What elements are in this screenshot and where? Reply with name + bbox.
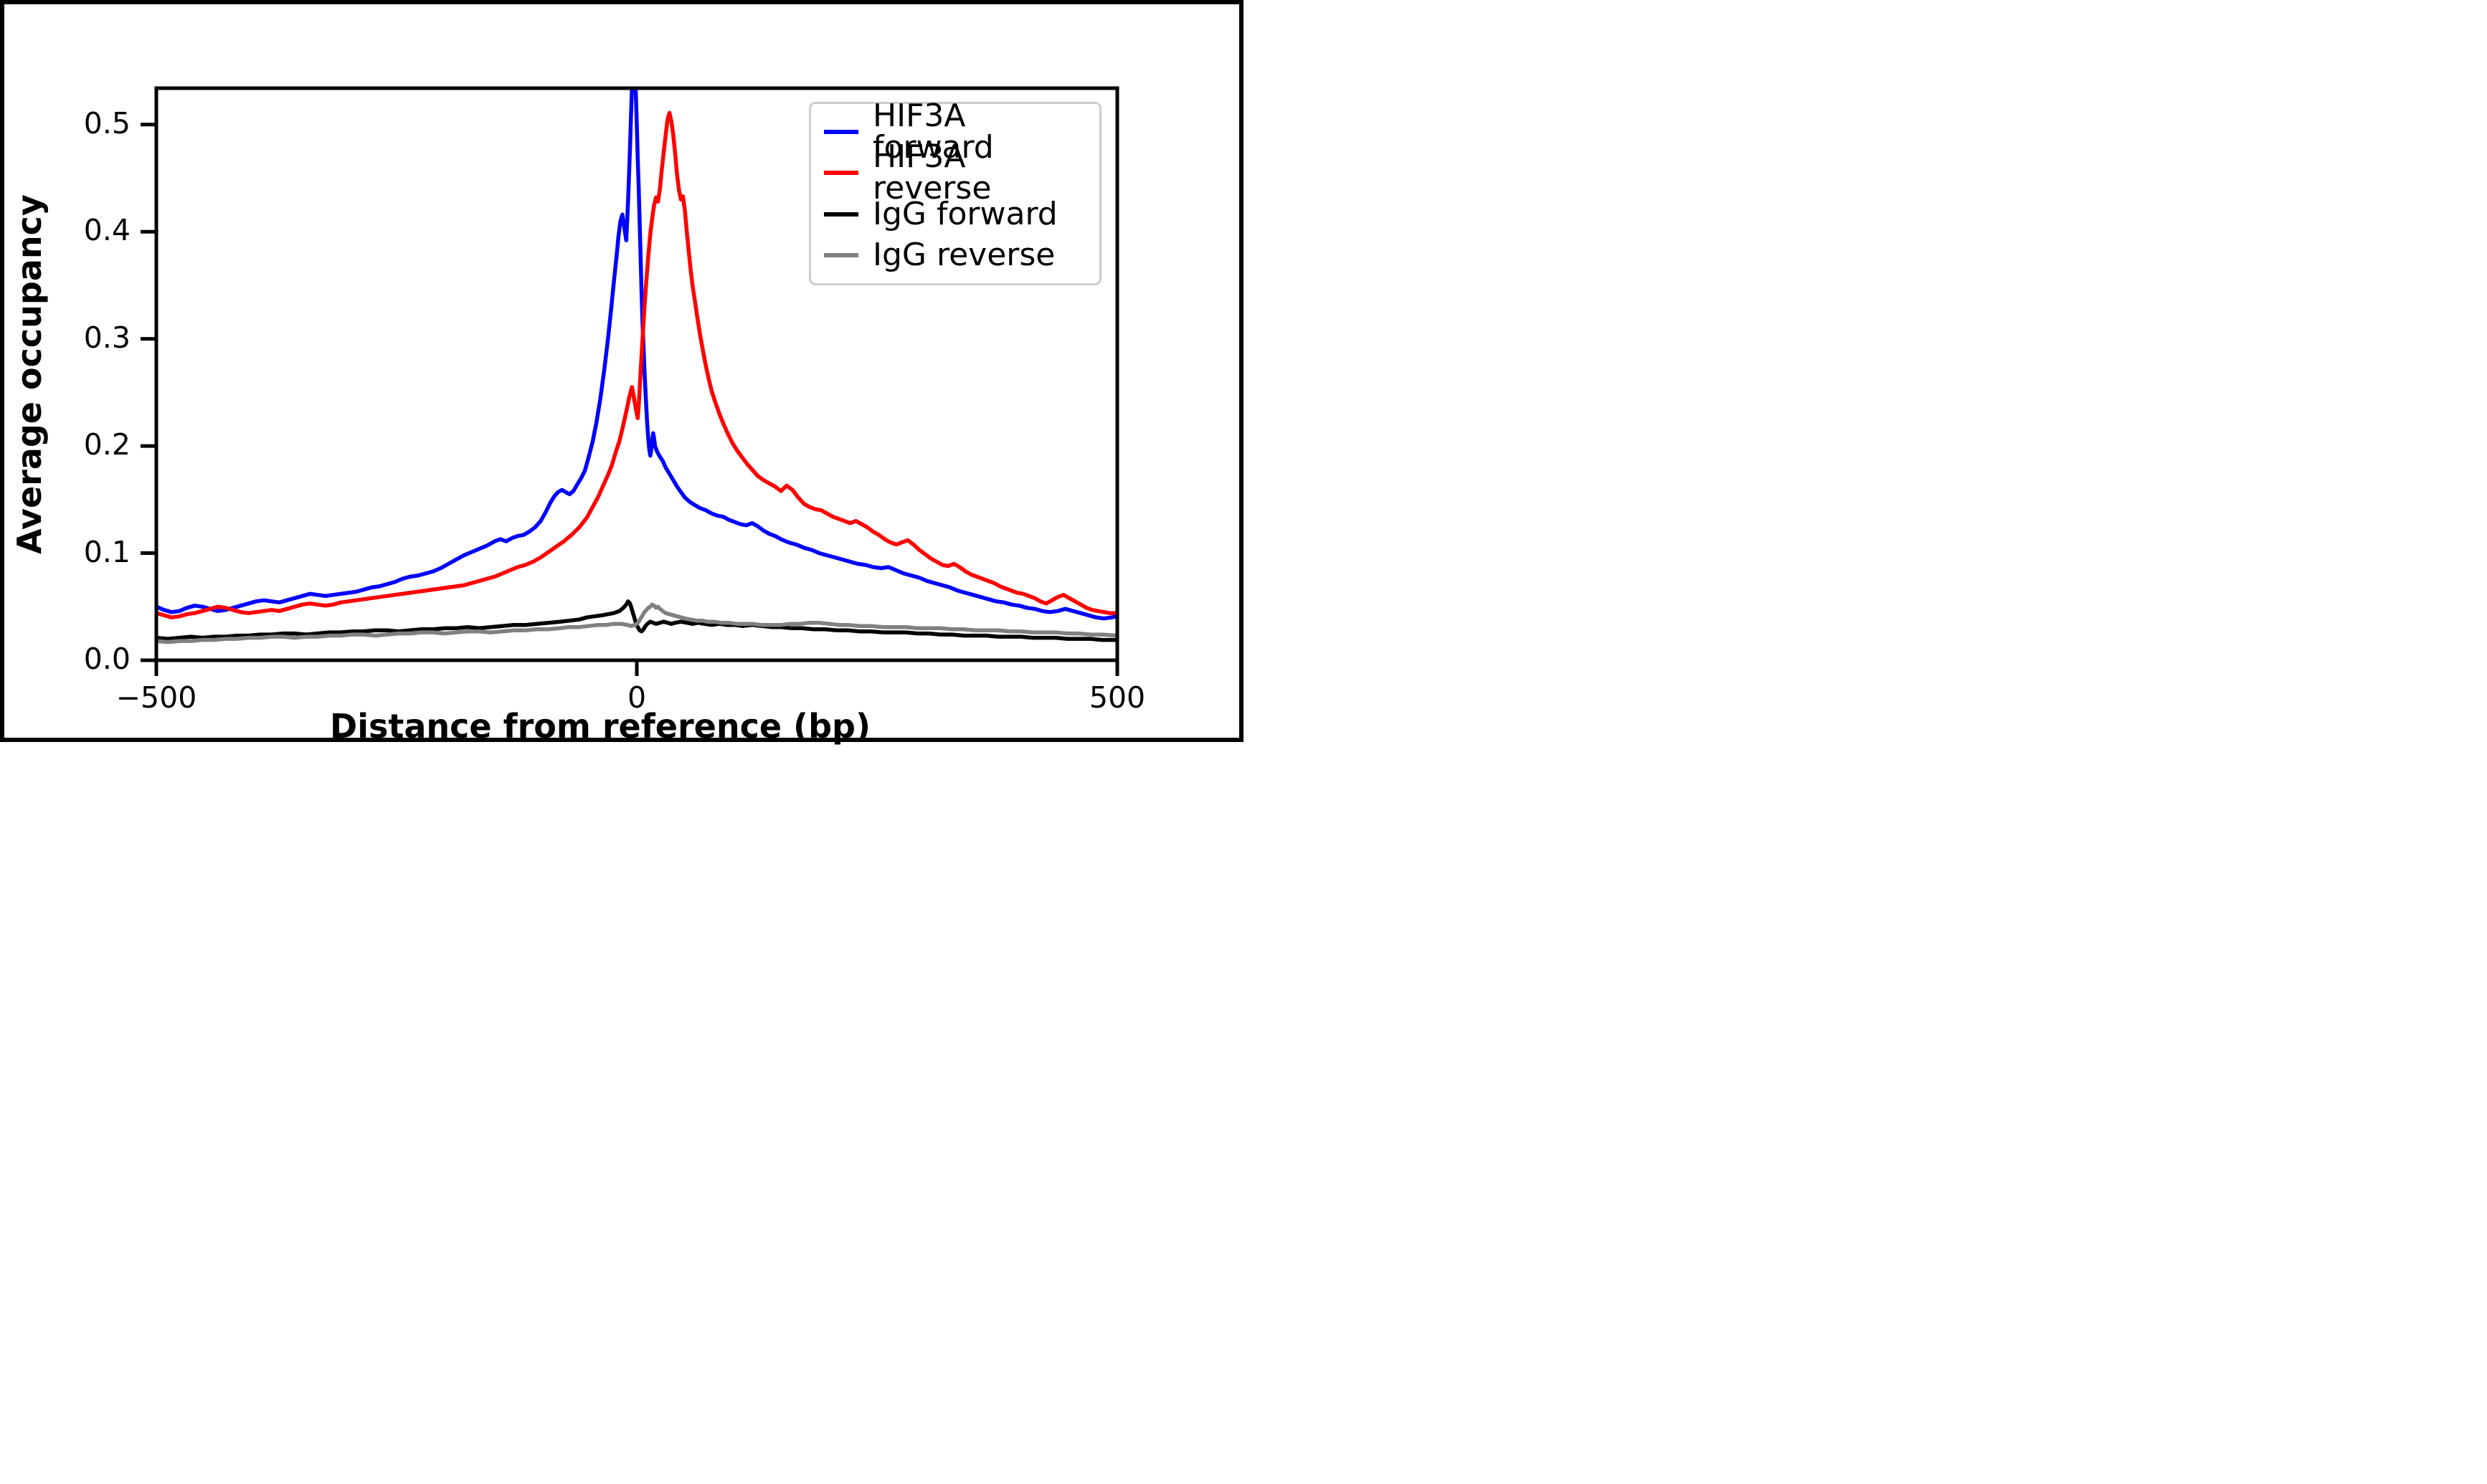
legend-item-hif3a-reverse: HIF3A reverse	[824, 141, 1086, 204]
legend-item-hif3a-forward: HIF3A forward	[824, 100, 1086, 163]
y-tick-label: 0.2	[83, 427, 131, 462]
legend-item-label: IgG reverse	[873, 237, 1056, 274]
y-tick-label: 0.4	[83, 213, 131, 248]
legend-item-label: HIF3A forward	[873, 97, 994, 166]
x-axis-label: Distance from reference (bp)	[330, 707, 871, 746]
igg-forward-line	[156, 599, 1117, 642]
x-tick-label: 0	[627, 680, 647, 715]
legend-line-sample-icon	[824, 171, 858, 176]
y-tick-label: 0.0	[83, 642, 131, 676]
chart-canvas	[141, 86, 1119, 676]
x-tick-label: −500	[115, 680, 197, 715]
legend-item-label: IgG forward	[873, 195, 1058, 232]
legend-line-sample-icon	[824, 253, 858, 258]
y-tick-label: 0.5	[83, 105, 131, 141]
legend-line-sample-icon	[824, 211, 858, 217]
y-axis-label: Average occupancy	[10, 194, 49, 554]
legend-item-label: HIF3A reverse	[873, 138, 992, 207]
legend: HIF3A forward HIF3A reverse IgG forward …	[809, 100, 1102, 285]
legend-item-igg-reverse: IgG reverse	[824, 235, 1086, 275]
legend-item-igg-forward: IgG forward	[824, 194, 1086, 234]
x-tick-label: 500	[1089, 680, 1146, 715]
igg-reverse-line	[156, 602, 1117, 645]
hif3a-forward-line	[156, 88, 1117, 621]
occupancy-chart: −500 0 500 0.0 0.1 0.2 0.3 0.4 0.5 Distance from…	[0, 0, 1244, 746]
hif3a-reverse-line	[156, 110, 1117, 619]
legend-line-sample-icon	[824, 129, 858, 134]
y-tick-label: 0.3	[83, 320, 131, 355]
y-tick-label: 0.1	[83, 534, 131, 569]
